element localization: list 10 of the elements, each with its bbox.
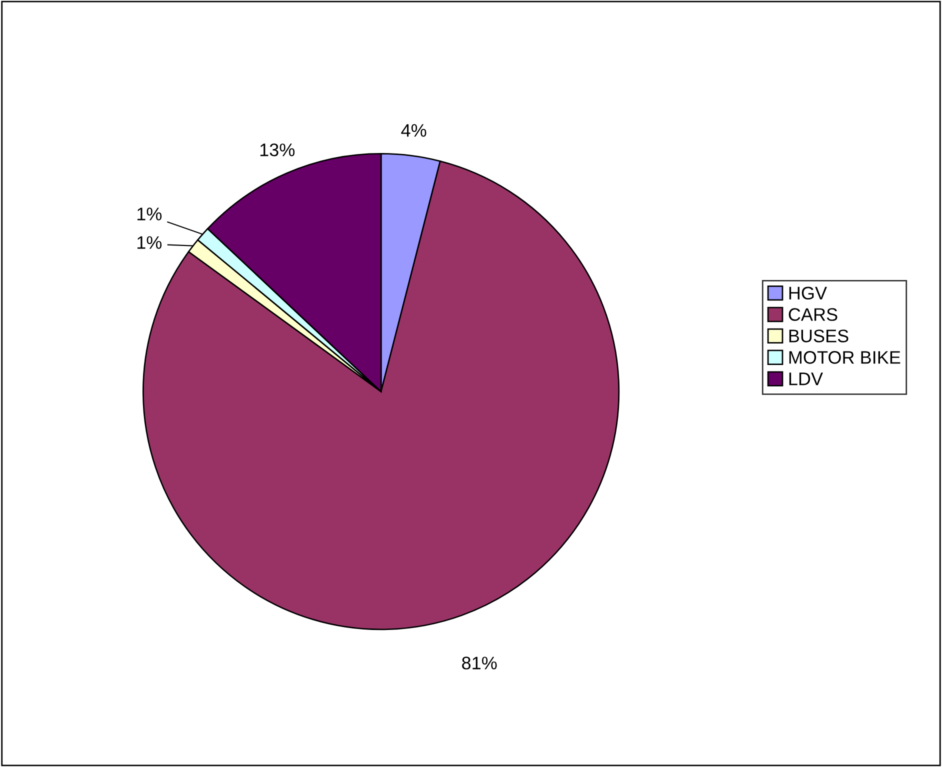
legend-label: HGV: [789, 286, 827, 300]
legend-label: MOTOR BIKE: [789, 351, 900, 364]
legend-label: CARS: [788, 308, 838, 321]
data-label: 81%: [462, 656, 497, 670]
data-label: 1%: [137, 236, 162, 249]
legend-label: BUSES: [789, 330, 848, 342]
data-label: 4%: [401, 124, 426, 137]
data-label: 1%: [137, 208, 162, 220]
legend-label: LDV: [789, 372, 823, 386]
data-label: 13%: [260, 143, 295, 156]
